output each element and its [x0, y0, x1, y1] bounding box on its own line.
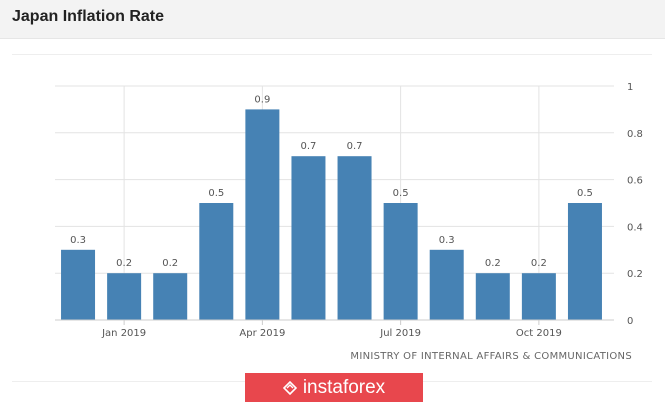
y-tick-label: 1 [627, 82, 633, 93]
bar [383, 203, 418, 320]
bar [61, 249, 96, 320]
y-tick-label: 0.2 [627, 269, 643, 280]
bar-value-label: 0.2 [531, 258, 547, 269]
source-label: MINISTRY OF INTERNAL AFFAIRS & COMMUNICA… [350, 351, 632, 362]
x-tick-label: Jan 2019 [101, 328, 146, 339]
y-tick-label: 0.4 [627, 222, 643, 233]
bar [337, 156, 372, 320]
x-tick-label: Apr 2019 [239, 328, 285, 339]
bar-value-label: 0.3 [439, 235, 455, 246]
watermark-text: instaforex [302, 376, 386, 398]
bar [429, 249, 464, 320]
bar [245, 109, 280, 321]
bar [475, 273, 510, 320]
bar-chart: 0 0.2 0.4 0.6 0.8 1 Jan 2019 Apr 2019 Jul 2019 Oc… [55, 82, 643, 339]
logo-mark-icon [282, 380, 297, 395]
bar-value-label: 0.5 [577, 188, 593, 199]
bar-value-label: 0.3 [70, 235, 86, 246]
bar-value-label: 0.7 [347, 141, 363, 152]
bar [567, 203, 602, 320]
chart-title: Japan Inflation Rate [12, 8, 165, 25]
bar [521, 273, 556, 320]
bar [107, 273, 142, 320]
y-tick-label: 0.6 [627, 176, 643, 187]
bar-value-label: 0.7 [301, 141, 317, 152]
bar [199, 203, 234, 320]
bar-value-label: 0.9 [254, 94, 270, 105]
bar-value-label: 0.2 [162, 258, 178, 269]
y-tick-label: 0 [627, 316, 633, 327]
bar [291, 156, 326, 320]
bar [153, 273, 188, 320]
y-tick-label: 0.8 [627, 129, 643, 140]
x-tick-label: Jul 2019 [379, 328, 421, 339]
header-bar: Japan Inflation Rate [0, 0, 665, 39]
bar-value-label: 0.2 [116, 258, 132, 269]
bar-value-label: 0.5 [208, 188, 224, 199]
instaforex-watermark: instaforex [245, 373, 423, 402]
bar-value-label: 0.5 [393, 188, 409, 199]
x-tick-label: Oct 2019 [516, 328, 562, 339]
bar-value-label: 0.2 [485, 258, 501, 269]
